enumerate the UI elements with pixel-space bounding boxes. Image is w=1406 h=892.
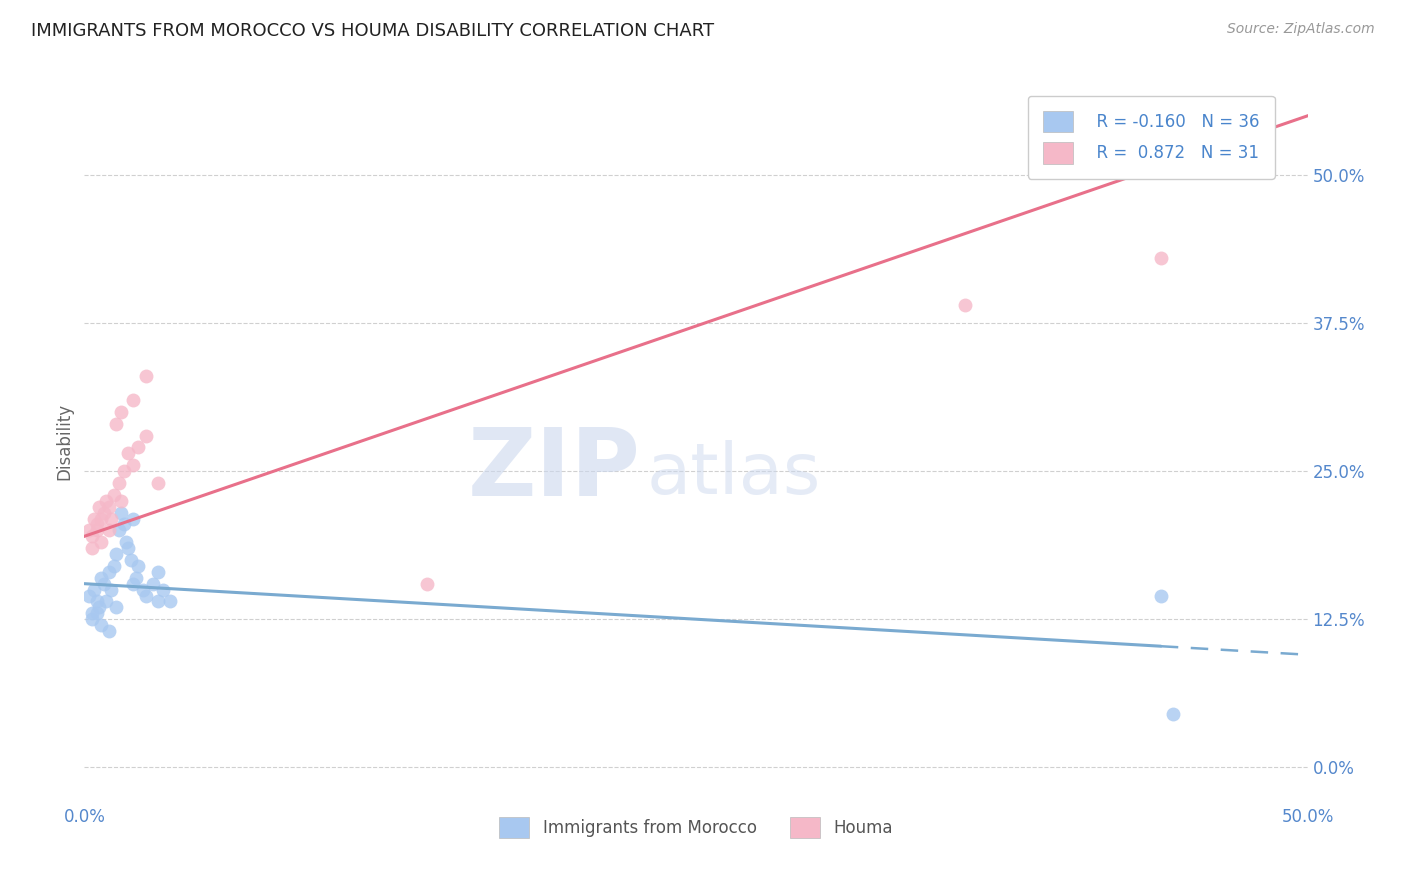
Point	[80, 612, 103, 626]
Point	[97, 565, 120, 579]
Point	[90, 618, 112, 632]
Point	[86, 517, 108, 532]
Point	[1223, 156, 1246, 170]
Point	[135, 589, 157, 603]
Point	[110, 506, 132, 520]
Point	[112, 517, 135, 532]
Point	[87, 600, 110, 615]
Point	[159, 594, 181, 608]
Point	[1150, 251, 1173, 265]
Point	[100, 511, 122, 525]
Point	[90, 571, 112, 585]
Point	[142, 576, 165, 591]
Point	[80, 541, 103, 556]
Point	[152, 582, 174, 597]
Point	[146, 565, 169, 579]
Point	[127, 441, 149, 455]
Point	[146, 594, 169, 608]
Point	[120, 553, 142, 567]
Point	[90, 511, 112, 525]
Point	[1161, 706, 1184, 721]
Legend: Immigrants from Morocco, Houma: Immigrants from Morocco, Houma	[492, 810, 900, 845]
Point	[96, 493, 118, 508]
Point	[146, 475, 169, 490]
Point	[112, 464, 135, 478]
Point	[110, 493, 132, 508]
Point	[96, 594, 118, 608]
Point	[122, 511, 145, 525]
Point	[80, 607, 103, 621]
Point	[103, 488, 125, 502]
Point	[110, 405, 132, 419]
Point	[107, 524, 129, 538]
Point	[86, 607, 108, 621]
Point	[122, 393, 145, 408]
Point	[122, 576, 145, 591]
Point	[127, 558, 149, 573]
Point	[125, 571, 148, 585]
Point	[107, 475, 129, 490]
Point	[83, 511, 105, 525]
Point	[117, 541, 139, 556]
Point	[97, 524, 120, 538]
Point	[97, 624, 120, 638]
Point	[90, 535, 112, 549]
Point	[117, 446, 139, 460]
Point	[115, 535, 138, 549]
Point	[103, 558, 125, 573]
Text: IMMIGRANTS FROM MOROCCO VS HOUMA DISABILITY CORRELATION CHART: IMMIGRANTS FROM MOROCCO VS HOUMA DISABIL…	[31, 22, 714, 40]
Point	[132, 582, 155, 597]
Point	[83, 582, 105, 597]
Point	[77, 589, 100, 603]
Point	[87, 500, 110, 514]
Point	[953, 298, 976, 312]
Text: atlas: atlas	[647, 440, 821, 508]
Point	[105, 600, 128, 615]
Y-axis label: Disability: Disability	[55, 403, 73, 480]
Point	[416, 576, 439, 591]
Point	[93, 506, 115, 520]
Point	[86, 524, 108, 538]
Point	[80, 529, 103, 543]
Point	[97, 500, 120, 514]
Point	[1150, 589, 1173, 603]
Point	[135, 428, 157, 442]
Point	[93, 576, 115, 591]
Point	[122, 458, 145, 473]
Point	[77, 524, 100, 538]
Point	[135, 369, 157, 384]
Text: Source: ZipAtlas.com: Source: ZipAtlas.com	[1227, 22, 1375, 37]
Point	[86, 594, 108, 608]
Point	[100, 582, 122, 597]
Point	[105, 417, 128, 431]
Text: ZIP: ZIP	[468, 425, 641, 516]
Point	[105, 547, 128, 561]
